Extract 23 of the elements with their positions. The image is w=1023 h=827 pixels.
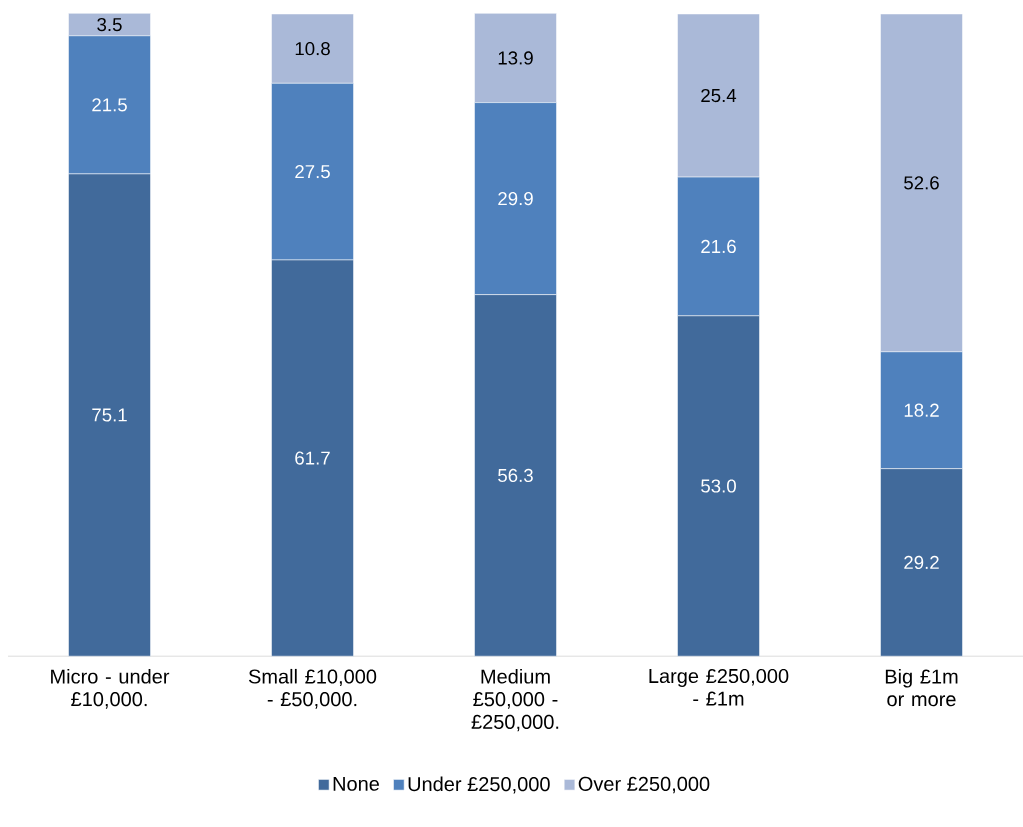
data-label: 53.0	[701, 479, 736, 493]
data-label: 52.6	[904, 176, 939, 190]
data-label: 75.1	[92, 408, 127, 422]
legend-label: Under £250,000	[408, 776, 550, 794]
data-label: 21.6	[701, 239, 736, 254]
data-label: 29.2	[904, 555, 939, 570]
x-tick-label: Large £250,000 - £1m	[649, 668, 789, 706]
data-label: 21.5	[92, 98, 127, 112]
data-label: 56.3	[498, 468, 533, 483]
data-label: 61.7	[295, 451, 330, 465]
x-tick-label: Big £1m or more	[885, 668, 958, 707]
data-label: 3.5	[97, 17, 122, 32]
data-label: 18.2	[904, 403, 939, 417]
data-label: 27.5	[295, 165, 330, 179]
legend-label: Over £250,000	[578, 776, 710, 794]
data-label: 10.8	[295, 42, 330, 56]
data-label: 25.4	[701, 88, 737, 103]
x-tick-label: Micro - under £10,000.	[51, 668, 170, 709]
x-tick-label: Small £10,000 - £50,000.	[248, 668, 377, 709]
x-tick-label: Medium £50,000 - £250,000.	[471, 668, 559, 732]
data-label: 29.9	[498, 192, 533, 206]
data-label: 13.9	[498, 51, 533, 65]
legend-label: None	[333, 776, 379, 791]
